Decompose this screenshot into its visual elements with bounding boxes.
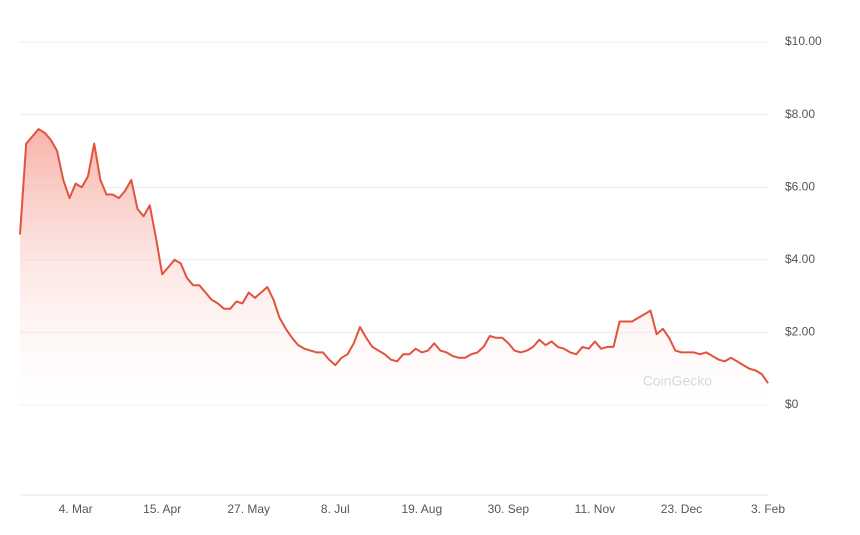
x-tick-label: 3. Feb	[751, 502, 785, 516]
y-tick-label: $8.00	[785, 107, 815, 121]
y-tick-label: $0	[785, 397, 799, 411]
x-tick-label: 11. Nov	[575, 502, 615, 516]
x-tick-label: 4. Mar	[59, 502, 93, 516]
x-tick-label: 30. Sep	[488, 502, 530, 516]
y-tick-label: $10.00	[785, 34, 822, 48]
x-tick-label: 15. Apr	[143, 502, 181, 516]
x-tick-label: 27. May	[227, 502, 270, 516]
price-line	[19, 128, 769, 384]
x-tick-label: 23. Dec	[661, 502, 702, 516]
x-tick-label: 8. Jul	[321, 502, 350, 516]
y-tick-label: $6.00	[785, 179, 815, 193]
y-tick-label: $2.00	[785, 325, 815, 339]
y-tick-label: $4.00	[785, 252, 815, 266]
price-area	[20, 129, 768, 405]
x-tick-label: 19. Aug	[401, 502, 442, 516]
watermark: CoinGecko	[643, 373, 712, 389]
